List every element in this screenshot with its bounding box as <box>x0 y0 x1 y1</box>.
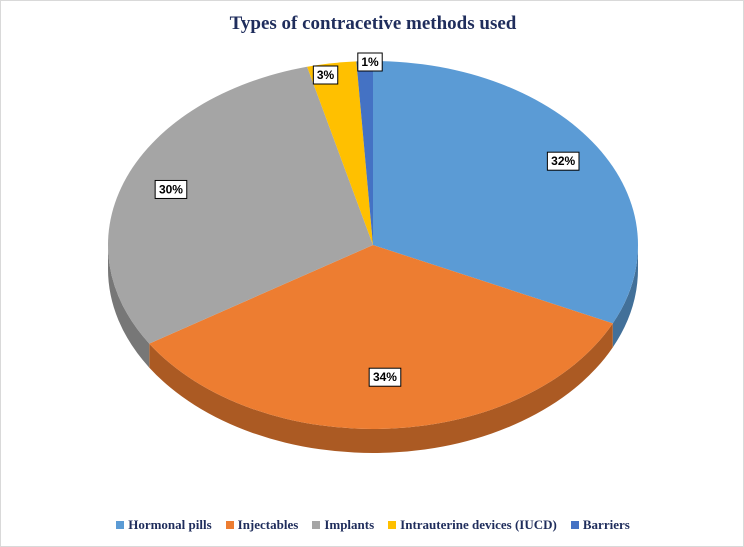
legend-swatch-intrauterine-devices-iucd <box>388 521 397 529</box>
legend-swatch-barriers <box>570 521 579 529</box>
pie-slice-implants <box>107 66 373 344</box>
data-label-hormonal-pills: 32% <box>551 154 575 168</box>
data-label-box-implants <box>154 179 188 199</box>
legend-label-intrauterine-devices-iucd: Intrauterine devices (IUCD) <box>400 517 557 532</box>
data-label-implants: 30% <box>159 182 183 196</box>
data-label-intrauterine-devices-iucd: 3% <box>317 68 335 82</box>
pie-slice-intrauterine-devices-iucd <box>307 61 373 245</box>
pie-slice-hormonal-pills <box>373 61 639 324</box>
pie-slice-injectables <box>149 245 613 430</box>
legend-item-intrauterine-devices-iucd: Intrauterine devices (IUCD) <box>388 517 557 533</box>
pie-side-hormonal-pills <box>612 245 638 348</box>
legend-item-barriers: Barriers <box>570 517 630 533</box>
legend: Hormonal pills Injectables Implants Intraut… <box>1 517 743 533</box>
legend-item-implants: Implants <box>312 517 374 533</box>
pie-side-implants <box>108 245 150 368</box>
legend-swatch-hormonal-pills <box>116 521 125 529</box>
chart-title: Types of contracetive methods used <box>229 13 517 34</box>
legend-label-implants: Implants <box>324 517 375 532</box>
data-label-box-hormonal-pills <box>546 151 580 171</box>
legend-label-injectables: Injectables <box>237 517 299 532</box>
legend-item-hormonal-pills: Hormonal pills <box>116 517 212 533</box>
data-label-injectables: 34% <box>373 370 397 384</box>
pie-side-injectables <box>149 323 613 453</box>
data-label-box-barriers <box>357 52 383 72</box>
legend-label-hormonal-pills: Hormonal pills <box>128 517 212 532</box>
legend-label-barriers: Barriers <box>582 517 630 532</box>
legend-swatch-injectables <box>225 521 234 529</box>
data-label-box-injectables <box>368 367 402 387</box>
data-label-barriers: 1% <box>361 55 379 69</box>
data-label-box-intrauterine-devices-iucd <box>312 65 339 85</box>
pie-slice-barriers <box>356 61 373 245</box>
legend-item-injectables: Injectables <box>225 517 299 533</box>
legend-swatch-implants <box>312 521 321 529</box>
